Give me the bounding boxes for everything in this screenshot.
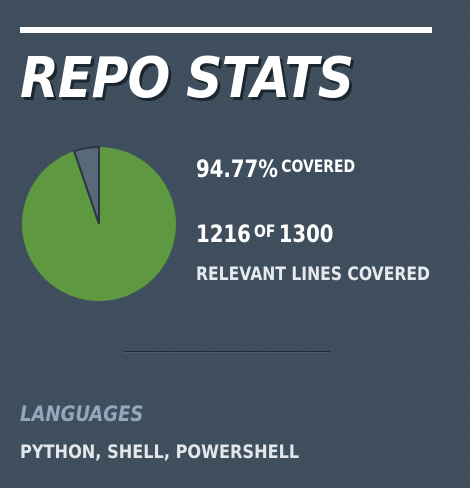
coverage-percent-value: 94.77%	[196, 155, 278, 183]
covered-lines-count: 1216	[196, 220, 251, 248]
relevant-lines-caption: RELEVANT LINES COVERED	[196, 263, 430, 285]
of-label: OF	[254, 222, 276, 242]
section-divider	[124, 351, 330, 352]
relevant-lines-count: 1300	[278, 220, 334, 248]
coverage-lines: 1216 OF 1300	[196, 217, 333, 249]
pie-uncovered-slice	[72, 145, 100, 225]
coverage-percent-label: COVERED	[281, 157, 356, 177]
languages-heading: LANGUAGES	[20, 402, 144, 426]
languages-list: PYTHON, SHELL, POWERSHELL	[20, 441, 300, 463]
top-divider	[20, 27, 432, 33]
coverage-pie-chart	[21, 145, 176, 301]
page-title: REPO STATS	[20, 46, 354, 111]
coverage-percent: 94.77% COVERED	[196, 152, 355, 184]
